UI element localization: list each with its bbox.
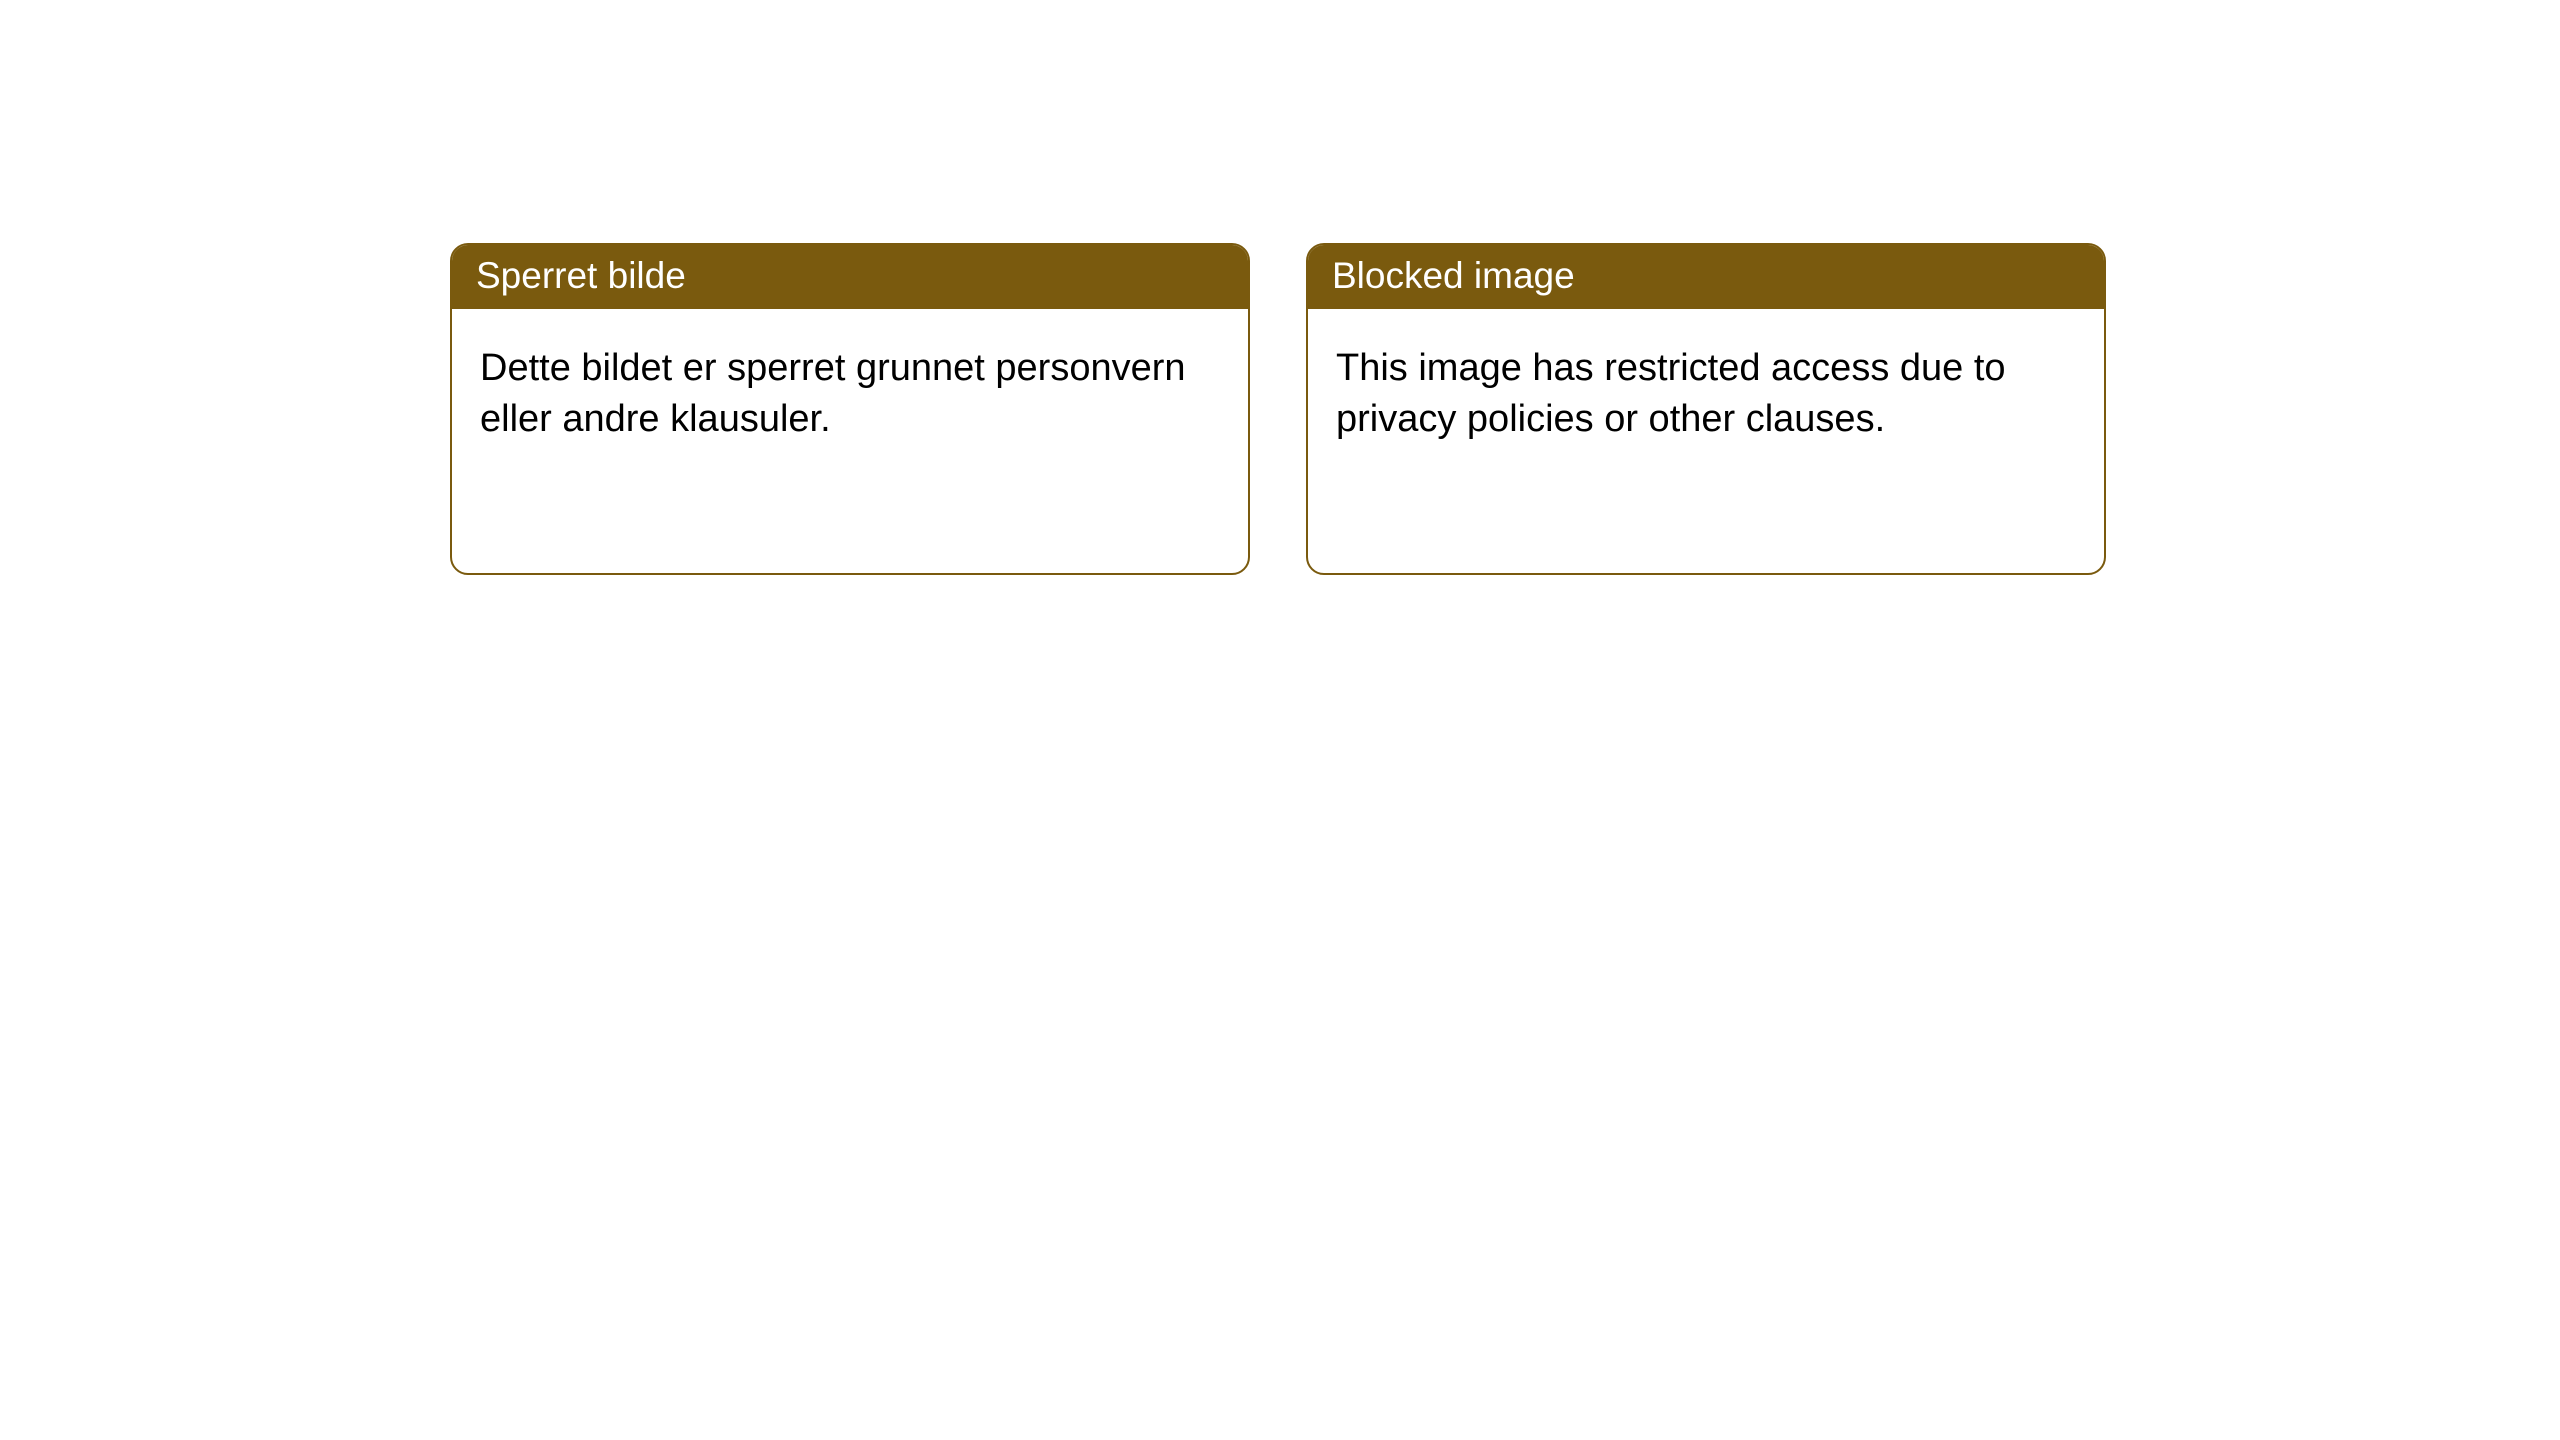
notice-text: This image has restricted access due to … bbox=[1336, 347, 2006, 440]
notice-text: Dette bildet er sperret grunnet personve… bbox=[480, 347, 1186, 440]
notice-body-norwegian: Dette bildet er sperret grunnet personve… bbox=[452, 309, 1248, 474]
notice-card-english: Blocked image This image has restricted … bbox=[1306, 243, 2106, 575]
notice-container: Sperret bilde Dette bildet er sperret gr… bbox=[0, 0, 2560, 575]
notice-body-english: This image has restricted access due to … bbox=[1308, 309, 2104, 474]
notice-header-english: Blocked image bbox=[1308, 245, 2104, 309]
notice-card-norwegian: Sperret bilde Dette bildet er sperret gr… bbox=[450, 243, 1250, 575]
notice-title: Blocked image bbox=[1332, 255, 1575, 296]
notice-title: Sperret bilde bbox=[476, 255, 686, 296]
notice-header-norwegian: Sperret bilde bbox=[452, 245, 1248, 309]
